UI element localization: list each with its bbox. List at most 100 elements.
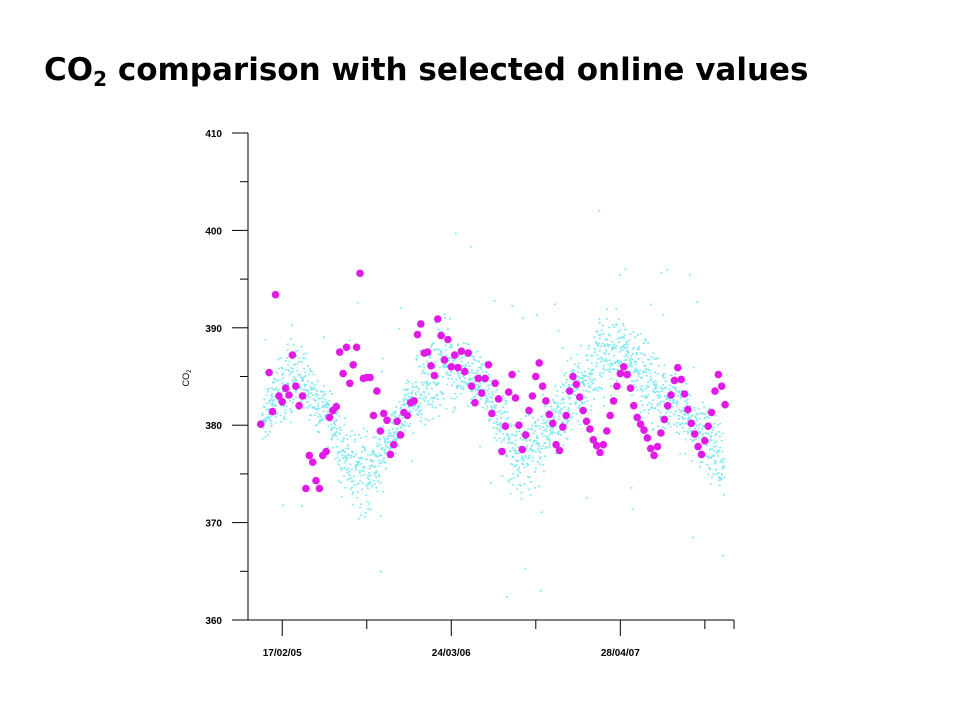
online-value-point <box>462 375 465 377</box>
online-value-point <box>436 393 439 396</box>
online-value-point <box>598 322 601 324</box>
online-value-point <box>715 445 718 448</box>
online-value-point <box>266 408 269 411</box>
online-value-point <box>474 388 476 390</box>
online-value-point <box>580 372 583 374</box>
online-value-point <box>695 425 698 427</box>
online-value-point <box>453 398 456 400</box>
online-value-point <box>645 374 648 377</box>
online-value-point <box>718 431 721 433</box>
online-value-point <box>509 450 512 452</box>
online-value-point <box>631 380 634 382</box>
online-value-point <box>458 355 461 357</box>
online-value-point <box>652 383 655 385</box>
online-value-point <box>427 373 430 375</box>
online-value-point <box>553 409 556 412</box>
online-value-point <box>512 477 515 479</box>
online-value-point <box>397 437 400 440</box>
online-value-point <box>458 376 461 379</box>
online-value-point <box>706 444 709 447</box>
online-value-point <box>475 393 478 396</box>
selected-value-point <box>373 387 381 395</box>
online-value-point <box>485 399 488 401</box>
selected-value-point <box>335 348 344 356</box>
online-value-point <box>662 383 665 386</box>
online-value-point <box>350 454 353 457</box>
online-value-point <box>553 432 556 434</box>
online-value-point <box>365 494 368 497</box>
selected-value-point <box>653 442 662 451</box>
online-value-point <box>649 303 652 306</box>
online-value-point <box>344 466 347 469</box>
online-value-point <box>548 439 551 441</box>
online-value-point <box>645 384 648 387</box>
online-value-point <box>673 413 675 415</box>
online-value-point <box>407 388 410 390</box>
online-value-point <box>373 472 376 475</box>
online-value-point <box>268 401 271 404</box>
online-value-point <box>314 408 317 411</box>
online-value-point <box>598 349 601 352</box>
online-value-point <box>290 367 293 369</box>
online-value-point <box>612 324 614 326</box>
online-value-point <box>675 431 678 433</box>
online-value-point <box>400 406 402 409</box>
online-value-point <box>489 379 492 382</box>
online-value-point <box>628 370 631 373</box>
title-subscript: 2 <box>93 67 108 91</box>
online-value-point <box>535 425 538 427</box>
online-value-point <box>384 440 387 442</box>
online-value-point <box>263 421 266 424</box>
online-value-point <box>531 460 534 462</box>
selected-value-point <box>694 442 702 451</box>
selected-value-point <box>599 440 608 449</box>
online-value-point <box>449 346 452 348</box>
online-value-point <box>337 463 340 466</box>
online-value-point <box>502 412 505 414</box>
online-value-point <box>286 349 289 352</box>
online-value-point <box>420 420 422 422</box>
online-value-point <box>586 354 589 357</box>
online-value-point <box>315 411 318 414</box>
online-value-point <box>360 463 363 465</box>
online-value-point <box>485 408 488 411</box>
online-value-point <box>598 337 601 340</box>
online-value-point <box>487 397 489 400</box>
online-value-point <box>591 379 594 381</box>
online-value-point <box>290 411 293 414</box>
online-value-point <box>722 554 725 557</box>
online-value-point <box>597 345 600 348</box>
online-value-point <box>613 343 616 346</box>
online-value-point <box>516 487 519 490</box>
online-value-point <box>474 389 477 392</box>
online-value-point <box>321 406 324 408</box>
online-value-point <box>421 381 424 384</box>
online-value-point <box>462 386 465 388</box>
online-value-point <box>280 366 283 369</box>
selected-value-point <box>498 447 506 456</box>
online-value-point <box>674 388 677 391</box>
online-value-point <box>325 401 328 403</box>
online-value-point <box>616 360 619 362</box>
online-value-point <box>296 349 299 352</box>
online-value-point <box>623 355 626 358</box>
online-value-point <box>408 396 411 399</box>
online-value-point <box>555 411 558 413</box>
online-value-point <box>361 482 364 484</box>
online-value-point <box>629 357 632 360</box>
online-value-point <box>267 413 270 415</box>
online-value-point <box>718 476 721 478</box>
online-value-point <box>632 331 635 333</box>
online-value-point <box>699 461 702 463</box>
online-value-point <box>298 387 301 389</box>
online-value-point <box>568 419 570 422</box>
online-value-point <box>539 589 542 592</box>
online-value-point <box>417 406 420 408</box>
online-value-point <box>319 420 322 423</box>
online-value-point <box>636 389 639 392</box>
online-value-point <box>426 400 429 402</box>
selected-value-point <box>575 393 584 401</box>
online-value-point <box>524 438 526 441</box>
online-value-point <box>364 435 367 438</box>
online-value-point <box>631 394 634 396</box>
